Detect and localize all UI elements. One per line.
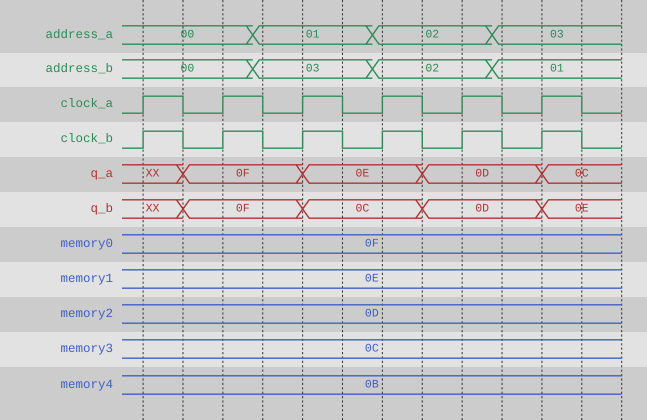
- svg-text:memory0: memory0: [60, 237, 113, 251]
- svg-text:0F: 0F: [236, 203, 250, 216]
- svg-text:03: 03: [306, 63, 320, 76]
- svg-text:memory3: memory3: [60, 342, 113, 356]
- svg-text:clock_a: clock_a: [60, 97, 113, 111]
- svg-text:0E: 0E: [365, 273, 379, 286]
- svg-text:01: 01: [550, 63, 564, 76]
- svg-text:memory1: memory1: [60, 272, 113, 286]
- svg-text:0F: 0F: [365, 238, 379, 251]
- svg-text:02: 02: [425, 63, 439, 76]
- svg-text:0C: 0C: [575, 168, 589, 181]
- svg-text:XX: XX: [146, 168, 160, 181]
- svg-text:XX: XX: [146, 203, 160, 216]
- svg-text:0E: 0E: [575, 203, 589, 216]
- svg-text:0D: 0D: [365, 308, 379, 321]
- svg-text:memory2: memory2: [60, 307, 113, 321]
- svg-text:0D: 0D: [475, 203, 489, 216]
- svg-text:02: 02: [425, 29, 439, 42]
- svg-text:03: 03: [550, 29, 564, 42]
- svg-text:01: 01: [306, 29, 320, 42]
- svg-text:0C: 0C: [365, 343, 379, 356]
- svg-text:q_a: q_a: [90, 167, 113, 181]
- svg-text:0F: 0F: [236, 168, 250, 181]
- svg-text:0E: 0E: [356, 168, 370, 181]
- svg-text:clock_b: clock_b: [60, 132, 113, 146]
- svg-text:0D: 0D: [475, 168, 489, 181]
- svg-text:q_b: q_b: [90, 202, 113, 216]
- svg-text:00: 00: [180, 29, 194, 42]
- svg-text:address_a: address_a: [45, 28, 113, 42]
- svg-text:0C: 0C: [356, 203, 370, 216]
- svg-text:0B: 0B: [365, 379, 379, 392]
- svg-text:address_b: address_b: [45, 62, 113, 76]
- svg-text:00: 00: [180, 63, 194, 76]
- svg-text:memory4: memory4: [60, 378, 113, 392]
